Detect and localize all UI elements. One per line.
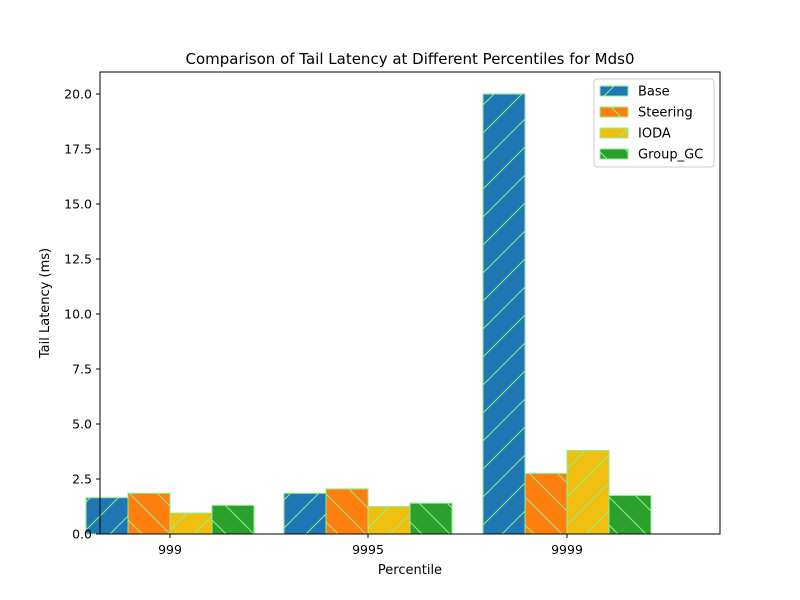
bar-ioda-999 [169,512,213,535]
chart-title: Comparison of Tail Latency at Different … [186,50,635,68]
bar-ioda-9999 [566,449,610,535]
bar-group-gc-999 [211,504,255,535]
legend-label-base: Base [638,85,670,100]
legend-swatch-base [599,85,629,97]
x-tick-label: 9999 [551,542,583,557]
y-tick-label: 15.0 [64,197,92,212]
bar-base-999 [85,497,129,535]
y-tick-label: 0.0 [72,527,92,542]
legend: Base Steering IODA Group_GC [593,78,715,168]
y-tick-label: 20.0 [64,87,92,102]
bar-steering-999 [127,492,171,535]
bar-group-gc-9999 [608,495,652,535]
y-tick-label: 7.5 [72,362,92,377]
x-axis-label: Percentile [378,563,442,578]
legend-box [593,78,715,168]
bar-base-9999 [482,93,526,535]
x-tick-label: 999 [158,542,182,557]
y-tick-label: 10.0 [64,307,92,322]
plot-frame [99,71,721,535]
y-tick-label: 2.5 [72,472,92,487]
bar-group-gc-9995 [409,502,453,535]
legend-swatch-steering [599,106,629,118]
bars-layer [85,93,652,535]
legend-label-group-gc: Group_GC [638,148,703,163]
x-axis: 999 9995 9999 [158,534,583,557]
x-tick-label: 9995 [352,542,384,557]
legend-label-steering: Steering [638,106,693,121]
bar-steering-9999 [524,473,568,535]
y-axis: 0.0 2.5 5.0 7.5 10.0 12.5 15.0 17.5 20.0 [64,87,100,542]
legend-swatch-ioda [599,127,629,139]
bar-steering-9995 [325,488,369,535]
y-tick-label: 5.0 [72,417,92,432]
legend-label-ioda: IODA [638,127,671,142]
legend-swatch-group-gc [599,148,629,160]
bar-base-9995 [283,492,327,535]
y-tick-label: 12.5 [64,252,92,267]
y-tick-label: 17.5 [64,142,92,157]
y-axis-label: Tail Latency (ms) [38,248,53,359]
bar-ioda-9995 [367,506,411,535]
